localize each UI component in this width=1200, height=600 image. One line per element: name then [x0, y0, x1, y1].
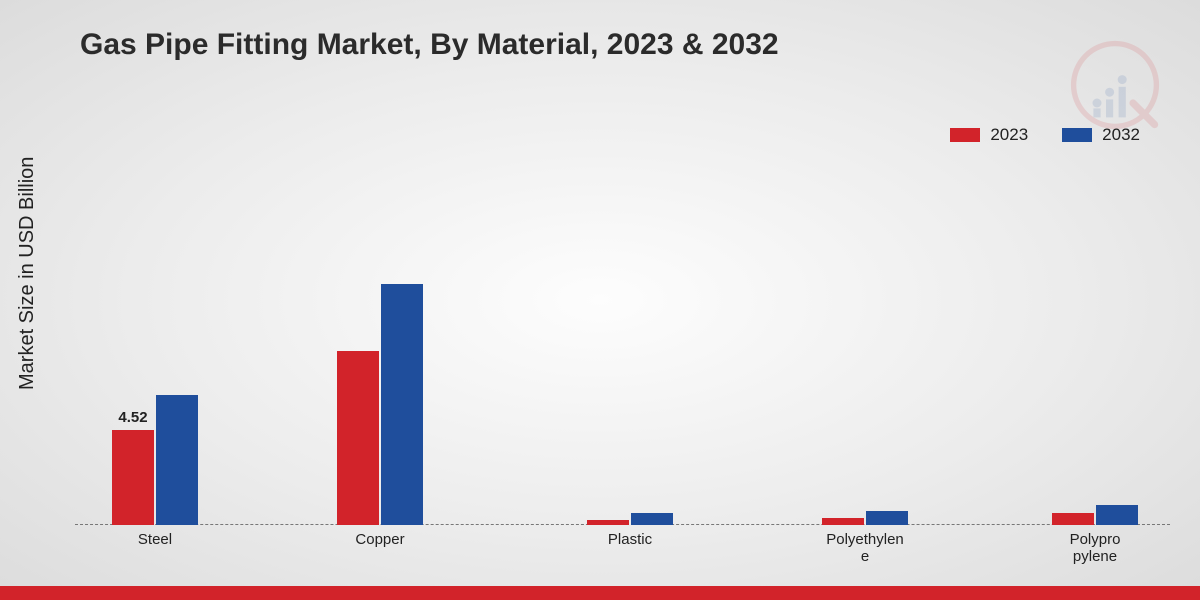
legend-label-2032: 2032	[1102, 125, 1140, 145]
x-axis-labels: Steel Copper Plastic Polyethylene Polypropyl…	[75, 530, 1170, 570]
bar-2023	[1052, 513, 1094, 525]
bar-2032	[381, 284, 423, 525]
bar-2023	[587, 520, 629, 525]
x-axis-label: Polypropylene	[1035, 532, 1155, 565]
footer-strip	[0, 586, 1200, 600]
watermark-logo	[1070, 40, 1160, 130]
bar-2023	[112, 430, 154, 525]
bar-2023	[822, 518, 864, 525]
bar-2032	[1096, 505, 1138, 525]
legend-item-2032: 2032	[1062, 125, 1140, 145]
bar-data-label: 4.52	[103, 409, 163, 426]
chart-title: Gas Pipe Fitting Market, By Material, 20…	[80, 28, 779, 62]
bar-2023	[337, 351, 379, 525]
x-axis-label: Copper	[320, 532, 440, 549]
chart-page: Gas Pipe Fitting Market, By Material, 20…	[0, 0, 1200, 600]
legend-swatch-2032	[1062, 128, 1092, 142]
bar-2032	[866, 511, 908, 525]
plot-area: 4.52	[75, 190, 1170, 525]
x-axis-label: Polyethylene	[805, 532, 925, 565]
y-axis-label: Market Size in USD Billion	[16, 157, 39, 390]
legend-label-2023: 2023	[990, 125, 1028, 145]
legend-item-2023: 2023	[950, 125, 1028, 145]
x-axis-label: Steel	[95, 532, 215, 549]
bar-2032	[631, 513, 673, 525]
legend-swatch-2023	[950, 128, 980, 142]
x-axis-label: Plastic	[570, 532, 690, 549]
legend: 2023 2032	[950, 125, 1140, 145]
